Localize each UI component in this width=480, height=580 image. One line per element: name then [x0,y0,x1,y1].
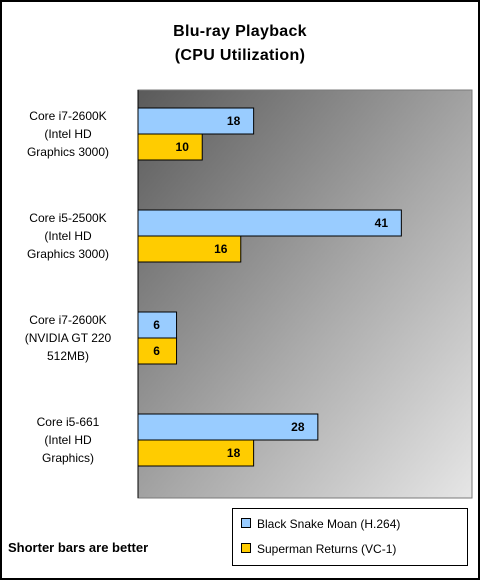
category-label-3-line-3: 512MB) [46,349,90,363]
category-label-3: Core i7-2600K (NVIDIA GT 220 512MB) [2,311,134,365]
chart-title-line-2: (CPU Utilization) [174,47,306,64]
category-label-1: Core i7-2600K (Intel HD Graphics 3000) [2,107,134,161]
data-label-series-2-cat-4: 18 [227,446,241,460]
bar-series-2-cat-4 [137,439,255,467]
category-label-2-line-2: (Intel HD [44,229,92,243]
data-label-series-1-cat-3: 6 [153,318,160,332]
legend-label-series-1: Black Snake Moan (H.264) [257,517,401,531]
legend-label-series-2: Superman Returns (VC-1) [257,542,397,556]
bar-series-2-cat-1 [137,133,203,161]
data-label-series-2-cat-1: 10 [176,140,190,154]
category-label-1-line-3: Graphics 3000) [26,145,110,159]
category-label-4-line-1: Core i5-661 [36,415,100,429]
data-label-series-2-cat-2: 16 [214,242,228,256]
category-label-4-line-3: Graphics) [41,451,94,465]
bar-series-1-cat-2 [137,209,402,237]
category-label-4-line-2: (Intel HD [44,433,92,447]
legend-swatch-series-2 [241,543,251,553]
legend-swatch-series-1 [241,518,251,528]
legend-item-series-1: Black Snake Moan (H.264) [241,516,400,532]
data-label-series-2-cat-3: 6 [153,344,160,358]
data-label-series-1-cat-4: 28 [291,420,305,434]
chart-title: Blu-ray Playback (CPU Utilization) [0,20,480,68]
data-label-series-1-cat-1: 18 [227,114,241,128]
category-label-4: Core i5-661 (Intel HD Graphics) [2,413,134,467]
legend-item-series-2: Superman Returns (VC-1) [241,541,396,557]
bar-series-2-cat-2 [137,235,242,263]
footnote: Shorter bars are better [8,540,149,555]
chart-title-line-1: Blu-ray Playback [173,23,307,40]
category-label-3-line-1: Core i7-2600K [29,313,107,327]
category-label-3-line-2: (NVIDIA GT 220 [24,331,112,345]
bar-series-1-cat-1 [137,107,255,135]
data-label-series-1-cat-2: 41 [375,216,389,230]
category-label-1-line-1: Core i7-2600K [29,109,107,123]
category-label-2-line-1: Core i5-2500K [29,211,107,225]
category-label-2-line-3: Graphics 3000) [26,247,110,261]
category-label-1-line-2: (Intel HD [44,127,92,141]
bar-series-1-cat-3 [137,311,178,339]
legend: Black Snake Moan (H.264) Superman Return… [232,508,468,566]
bar-group: 18 10 41 16 6 6 28 18 [137,107,402,467]
category-label-2: Core i5-2500K (Intel HD Graphics 3000) [2,209,134,263]
bar-series-2-cat-3 [137,337,178,365]
